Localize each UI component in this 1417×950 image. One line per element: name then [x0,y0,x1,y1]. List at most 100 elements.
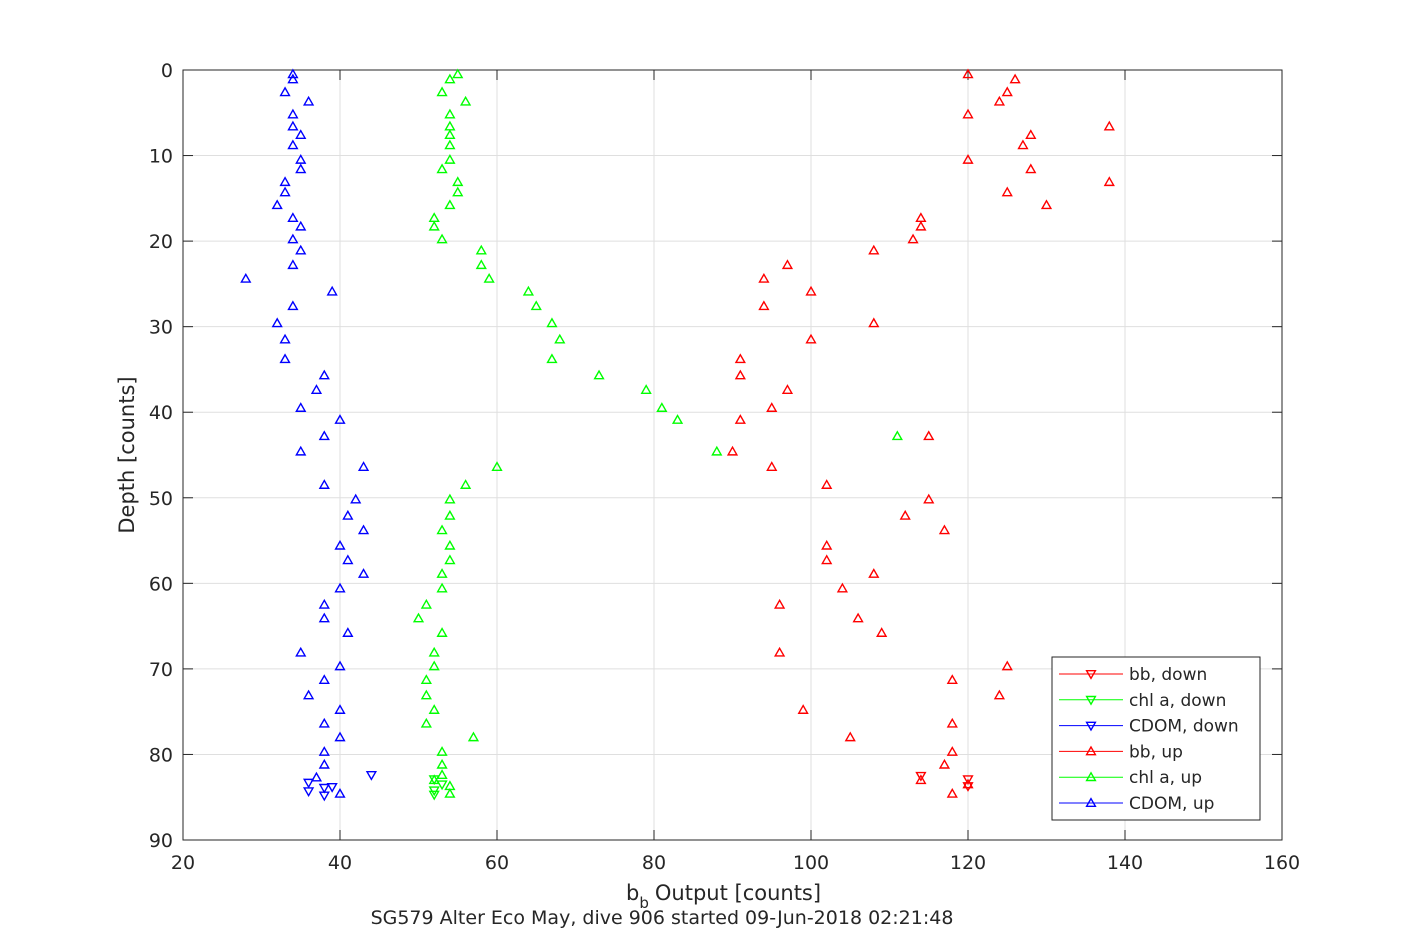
data-point [758,272,770,283]
data-point [271,317,283,328]
data-point [554,333,566,344]
data-point [334,414,346,424]
data-point [428,646,440,657]
data-point [946,674,958,685]
data-point [420,689,432,700]
legend-marker [1085,695,1097,706]
y-tick-label: 50 [149,488,173,510]
data-point [444,129,456,140]
data-point [436,86,448,97]
y-tick-label: 0 [161,60,173,82]
data-point [342,509,354,520]
data-point [240,272,252,283]
data-point [287,212,299,223]
legend-label: bb, up [1129,742,1183,762]
data-point [836,582,849,593]
data-point [946,787,958,798]
data-point [334,787,346,798]
data-point [962,775,974,786]
data-point [821,539,833,550]
data-point [279,333,291,344]
data-point [899,509,911,520]
data-point [459,479,472,489]
data-point [781,259,794,270]
data-point [546,317,558,328]
data-point [334,582,346,593]
data-point [758,300,770,311]
series-3 [726,68,1115,798]
x-axis-title-main: b [626,881,639,905]
data-point [868,317,880,328]
data-point [805,285,817,296]
data-point [671,414,684,424]
data-point [357,568,370,578]
y-tick-label: 90 [149,830,173,852]
data-point [318,430,330,441]
data-point [530,300,542,311]
data-point [436,627,448,637]
data-point [271,199,283,210]
legend-label: bb, down [1129,665,1207,685]
data-point [546,353,558,364]
data-point [287,108,299,119]
data-point [938,758,951,769]
x-tick-label: 100 [793,852,829,874]
data-point [444,199,456,210]
data-point [295,129,307,140]
data-point [593,369,605,380]
data-point [915,774,927,785]
legend-box [1051,656,1261,821]
data-point [734,369,746,380]
data-point [907,233,919,244]
data-point [640,384,652,394]
data-point [365,770,378,781]
data-point [656,402,668,412]
data-point [287,73,299,84]
legend-item: CDOM, up [1059,794,1214,814]
data-point [805,333,817,344]
data-point [452,68,464,79]
data-point [1103,176,1115,187]
figure-caption: SG579 Alter Eco May, dive 906 started 09… [371,907,954,929]
data-point [334,704,346,714]
data-point [844,731,856,742]
data-point [436,769,448,779]
plot-frame [182,69,1283,841]
legend-label: CDOM, up [1129,794,1214,814]
data-point [318,598,330,609]
data-point [938,524,951,535]
data-point [915,220,927,231]
data-point [295,154,307,164]
y-tick-label: 10 [149,146,173,168]
data-point [475,259,487,270]
data-point [318,746,330,756]
x-axis-title: bb Output [counts] [626,881,821,912]
data-point [452,176,464,187]
data-point [428,790,440,801]
data-markers [240,68,1115,802]
data-point [444,154,456,164]
data-point [1025,163,1037,174]
data-point [1001,86,1013,97]
data-point [412,612,425,623]
data-point [868,244,880,255]
x-tick-label: 160 [1264,852,1300,874]
data-point [491,461,503,471]
legend-marker [1085,745,1097,756]
data-point [962,782,974,792]
data-point [334,731,346,742]
data-point [318,791,330,802]
data-point [821,479,833,489]
data-point [334,660,346,671]
data-point [444,787,456,798]
data-point [295,244,307,255]
data-point [436,746,448,756]
data-point [318,369,330,380]
data-point [326,782,338,793]
data-point [334,539,346,550]
data-point [797,704,809,714]
legend-marker [1085,771,1097,782]
legend-item: bb, up [1059,742,1183,762]
legend-item: chl a, up [1059,768,1202,788]
